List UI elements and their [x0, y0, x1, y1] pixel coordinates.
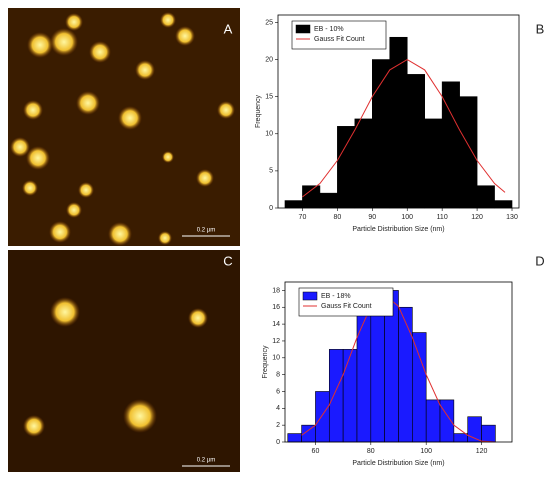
panel-label: B: [536, 21, 545, 36]
x-tick-label: 80: [333, 214, 341, 221]
scale-bar-label: 0.2 µm: [197, 458, 215, 464]
y-tick-label: 18: [272, 287, 280, 294]
x-tick-label: 90: [368, 214, 376, 221]
bar: [285, 201, 302, 208]
y-tick-label: 4: [276, 405, 280, 412]
y-tick-label: 0: [269, 205, 273, 212]
legend-label: EB - 10%: [314, 26, 344, 33]
y-axis-label: Frequency: [255, 94, 262, 128]
legend-swatch: [303, 292, 317, 300]
x-tick-label: 120: [476, 448, 488, 455]
x-tick-label: 100: [420, 448, 432, 455]
y-axis-label: Frequency: [262, 345, 269, 379]
y-tick-label: 25: [265, 19, 273, 26]
y-tick-label: 2: [276, 422, 280, 429]
bar: [440, 400, 454, 442]
bar: [288, 434, 302, 442]
bar: [495, 201, 512, 208]
y-tick-label: 0: [276, 439, 280, 446]
y-tick-label: 12: [272, 338, 280, 345]
panel-label: A: [224, 21, 233, 36]
x-tick-label: 80: [367, 448, 375, 455]
bar: [355, 119, 372, 208]
bar: [425, 119, 442, 208]
bar: [320, 193, 337, 208]
x-axis-label: Particle Distribution Size (nm): [352, 460, 444, 467]
page: 0.2 µm A 0.2 µm C 0510152025708090100110…: [0, 0, 550, 481]
y-tick-label: 20: [265, 56, 273, 63]
x-tick-label: 110: [437, 214, 448, 221]
y-tick-label: 10: [272, 355, 280, 362]
legend-label: EB - 18%: [321, 293, 351, 300]
afm-image-c: 0.2 µm C: [8, 250, 240, 472]
bar: [329, 349, 343, 442]
bar: [412, 333, 426, 442]
bar: [426, 400, 440, 442]
y-tick-label: 16: [272, 304, 280, 311]
bar: [371, 307, 385, 442]
bar: [407, 74, 424, 208]
legend-label: Gauss Fit Count: [321, 303, 372, 310]
bar: [390, 37, 407, 208]
bar: [482, 425, 496, 442]
panel-label: D: [535, 253, 544, 268]
bar: [315, 391, 329, 442]
x-tick-label: 120: [471, 214, 483, 221]
bar: [357, 316, 371, 442]
image-background: [8, 250, 240, 472]
y-tick-label: 8: [276, 371, 280, 378]
bar: [399, 307, 413, 442]
y-tick-label: 5: [269, 168, 273, 175]
bar: [454, 434, 468, 442]
y-tick-label: 10: [265, 131, 273, 138]
x-axis-label: Particle Distribution Size (nm): [352, 226, 444, 233]
legend-swatch: [296, 25, 310, 33]
x-tick-label: 100: [401, 214, 413, 221]
figure: 0.2 µm A 0.2 µm C 0510152025708090100110…: [0, 0, 550, 476]
y-tick-label: 14: [272, 321, 280, 328]
y-tick-label: 6: [276, 388, 280, 395]
bar: [337, 126, 354, 208]
x-tick-label: 60: [312, 448, 320, 455]
bar: [302, 186, 319, 208]
bar: [343, 349, 357, 442]
x-tick-label: 130: [506, 214, 518, 221]
afm-image-a: 0.2 µm A: [8, 8, 240, 246]
panel-label: C: [223, 253, 232, 268]
bar: [477, 186, 494, 208]
y-tick-label: 15: [265, 93, 273, 100]
legend-label: Gauss Fit Count: [314, 36, 365, 43]
bar: [460, 97, 477, 208]
scale-bar-label: 0.2 µm: [197, 228, 215, 234]
x-tick-label: 70: [299, 214, 307, 221]
bar: [372, 60, 389, 208]
